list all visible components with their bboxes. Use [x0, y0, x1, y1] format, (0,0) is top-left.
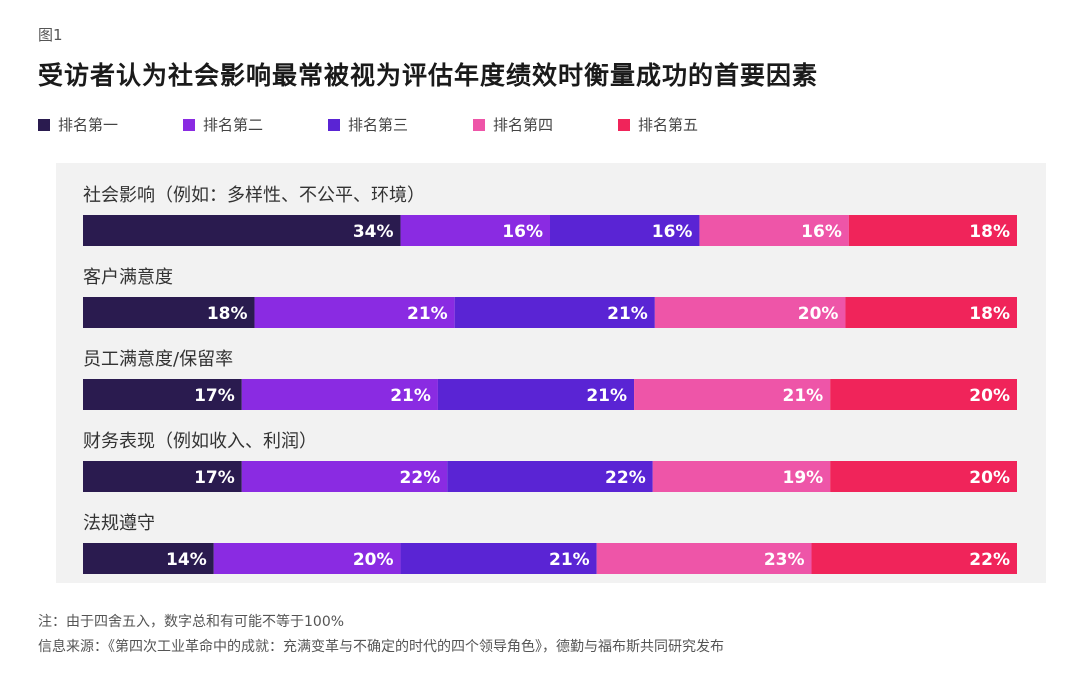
- data-label: 20%: [798, 304, 839, 324]
- bar-segment: [437, 379, 635, 410]
- data-label: 21%: [607, 304, 648, 324]
- bar-segment: [848, 215, 1017, 246]
- chart-legend: 排名第一 排名第二 排名第三 排名第四 排名第五: [38, 114, 763, 135]
- data-label: 22%: [400, 468, 441, 488]
- data-label: 20%: [969, 386, 1010, 406]
- legend-swatch: [183, 118, 195, 131]
- data-label: 21%: [407, 304, 448, 324]
- legend-item-rank-2: 排名第二: [183, 114, 328, 135]
- data-label: 22%: [969, 550, 1010, 570]
- legend-item-rank-4: 排名第四: [473, 114, 618, 135]
- bar-segment: [83, 543, 214, 574]
- bar-segment: [83, 379, 242, 410]
- data-label: 21%: [782, 386, 823, 406]
- source-note: 信息来源：《第四次工业革命中的成就：充满变革与不确定的时代的四个领导角色》，德勤…: [38, 639, 724, 655]
- rounding-note: 注：由于四舍五入，数字总和有可能不等于100%: [38, 614, 345, 630]
- category-label: 社会影响（例如：多样性、不公平、环境）: [83, 185, 425, 206]
- bar-segment: [830, 461, 1017, 492]
- bar-segment: [454, 297, 655, 328]
- bar-segment: [241, 461, 448, 492]
- category-label: 法规遵守: [83, 513, 155, 534]
- legend-item-rank-5: 排名第五: [618, 114, 763, 135]
- category-label: 员工满意度/保留率: [83, 349, 233, 370]
- data-label: 16%: [502, 222, 543, 242]
- bar-segment: [550, 215, 700, 246]
- bar-segment: [652, 461, 831, 492]
- legend-label: 排名第三: [348, 116, 409, 134]
- legend-swatch: [328, 118, 340, 131]
- legend-swatch: [473, 118, 485, 131]
- legend-label: 排名第五: [638, 116, 699, 134]
- legend-swatch: [38, 118, 50, 131]
- data-label: 23%: [764, 550, 805, 570]
- legend-item-rank-1: 排名第一: [38, 114, 183, 135]
- data-label: 19%: [782, 468, 823, 488]
- legend-label: 排名第四: [493, 116, 554, 134]
- category-label: 财务表现（例如收入、利润）: [83, 431, 317, 452]
- data-label: 21%: [549, 550, 590, 570]
- bar-segment: [845, 297, 1017, 328]
- bar-segment: [447, 461, 653, 492]
- bar-segment: [213, 543, 401, 574]
- data-label: 34%: [353, 222, 394, 242]
- bar-segment: [811, 543, 1017, 574]
- bar-segment: [83, 461, 242, 492]
- bar-segment: [254, 297, 455, 328]
- data-label: 17%: [194, 468, 235, 488]
- data-label: 14%: [166, 550, 207, 570]
- bar-segment: [83, 297, 255, 328]
- data-label: 17%: [194, 386, 235, 406]
- bar-segment: [634, 379, 831, 410]
- stacked-bar-chart: 社会影响（例如：多样性、不公平、环境） 34% 16% 16% 16% 18% 客户满意度 1…: [83, 185, 1017, 574]
- data-label: 18%: [207, 304, 248, 324]
- chart-title: 受访者认为社会影响最常被视为评估年度绩效时衡量成功的首要因素: [38, 61, 819, 90]
- category-label: 客户满意度: [83, 267, 173, 288]
- data-label: 20%: [969, 468, 1010, 488]
- legend-swatch: [618, 118, 630, 131]
- data-label: 21%: [586, 386, 627, 406]
- data-label: 18%: [969, 304, 1010, 324]
- data-label: 20%: [353, 550, 394, 570]
- bar-segment: [241, 379, 438, 410]
- legend-label: 排名第二: [203, 116, 264, 134]
- data-label: 22%: [605, 468, 646, 488]
- bar-segment: [596, 543, 812, 574]
- data-label: 21%: [390, 386, 431, 406]
- data-label: 16%: [652, 222, 693, 242]
- bar-segment: [83, 215, 401, 246]
- bar-segment: [654, 297, 846, 328]
- bar-segment: [830, 379, 1017, 410]
- bar-segment: [400, 543, 597, 574]
- bar-segment: [400, 215, 550, 246]
- bar-segment: [699, 215, 849, 246]
- data-label: 16%: [801, 222, 842, 242]
- legend-label: 排名第一: [58, 116, 119, 134]
- figure-label: 图1: [38, 26, 63, 44]
- legend-item-rank-3: 排名第三: [328, 114, 473, 135]
- data-label: 18%: [969, 222, 1010, 242]
- chart-panel: 社会影响（例如：多样性、不公平、环境） 34% 16% 16% 16% 18% 客户满意度 1…: [56, 163, 1046, 583]
